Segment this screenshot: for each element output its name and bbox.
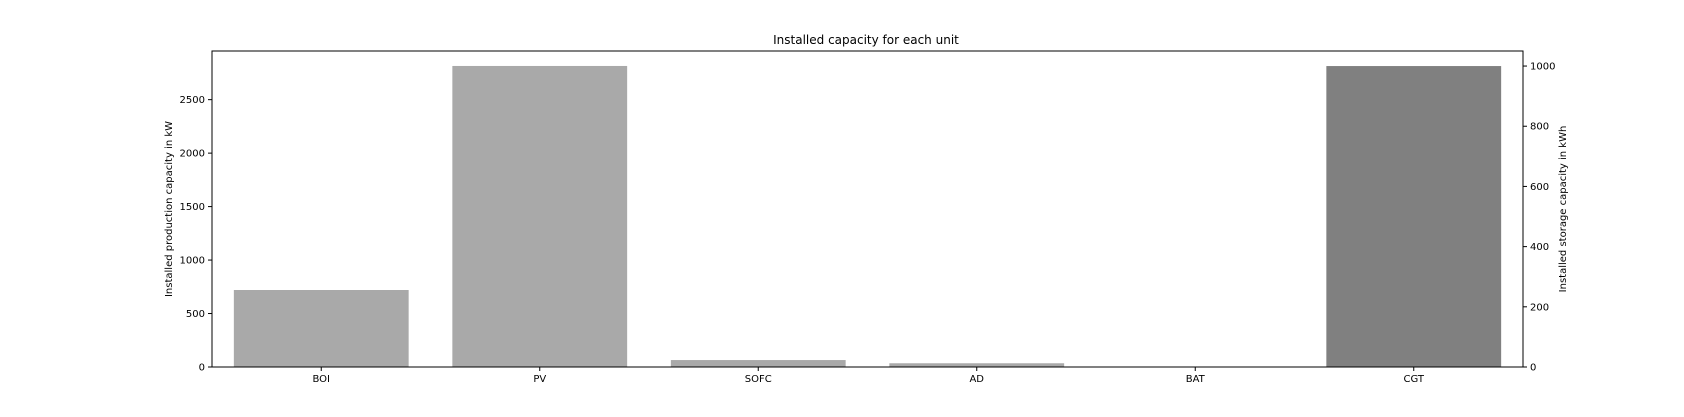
y-tick-label: 1500 [180,202,205,213]
x-tick-label-sofc: SOFC [745,374,772,385]
y-axis-right-label: Installed storage capacity in kWh [1558,126,1569,293]
y-tick-label: 1000 [180,256,205,267]
y-right-tick-label: 800 [1530,122,1549,133]
x-tick-label-pv: PV [533,374,546,385]
y-right-tick-label: 600 [1530,182,1549,193]
y-right-tick-label: 0 [1530,363,1536,374]
left-axis: 0 500 1000 1500 2000 2500 [180,95,212,374]
x-axis: BOI PV SOFC AD BAT CGT [312,367,1425,385]
x-tick-label-cgt: CGT [1404,374,1425,385]
y-right-tick-label: 1000 [1530,62,1555,73]
bar-ad-left [889,363,1065,367]
x-tick-label-boi: BOI [312,374,330,385]
y-right-tick-label: 200 [1530,302,1549,313]
x-tick-label-ad: AD [969,374,984,385]
bar-sofc-left [670,360,846,367]
bar-cgt-right [1326,66,1502,368]
y-axis-label: Installed production capacity in kW [164,121,175,297]
bar-pv-left [452,65,628,367]
bar-boi-left [233,290,409,367]
plot-frame [211,50,1524,368]
y-tick-label: 2500 [180,95,205,106]
y-tick-label: 0 [199,363,205,374]
y-tick-label: 2000 [180,149,205,160]
x-tick-label-bat: BAT [1186,374,1206,385]
y-tick-label: 500 [186,309,205,320]
y-right-tick-label: 400 [1530,242,1549,253]
chart-title: Installed capacity for each unit [773,33,959,47]
right-axis: 0 200 400 600 800 1000 [1523,62,1555,374]
bars [233,65,1502,368]
